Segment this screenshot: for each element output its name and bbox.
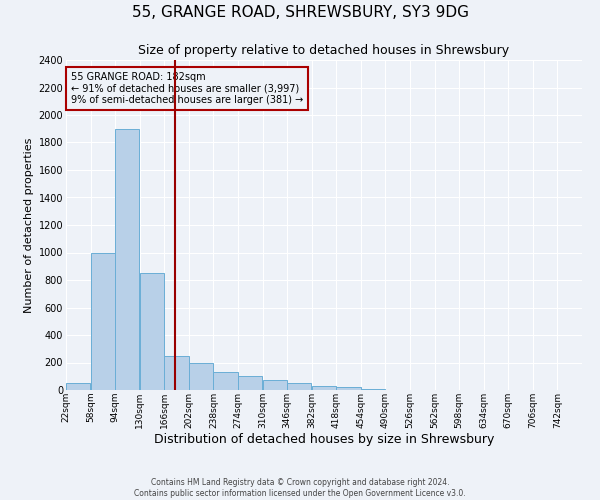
Y-axis label: Number of detached properties: Number of detached properties [25, 138, 34, 312]
Bar [263, 380, 287, 390]
Bar [91, 252, 115, 390]
Bar [164, 356, 188, 390]
Title: Size of property relative to detached houses in Shrewsbury: Size of property relative to detached ho… [139, 44, 509, 58]
Bar [238, 376, 262, 390]
Bar [140, 273, 164, 390]
Bar [189, 362, 213, 390]
Bar [312, 386, 336, 390]
Text: 55, GRANGE ROAD, SHREWSBURY, SY3 9DG: 55, GRANGE ROAD, SHREWSBURY, SY3 9DG [131, 5, 469, 20]
Bar [336, 387, 361, 390]
Bar [287, 383, 311, 390]
Bar [214, 372, 238, 390]
Bar [66, 383, 90, 390]
Bar [115, 128, 139, 390]
X-axis label: Distribution of detached houses by size in Shrewsbury: Distribution of detached houses by size … [154, 434, 494, 446]
Text: 55 GRANGE ROAD: 182sqm
← 91% of detached houses are smaller (3,997)
9% of semi-d: 55 GRANGE ROAD: 182sqm ← 91% of detached… [71, 72, 304, 105]
Text: Contains HM Land Registry data © Crown copyright and database right 2024.
Contai: Contains HM Land Registry data © Crown c… [134, 478, 466, 498]
